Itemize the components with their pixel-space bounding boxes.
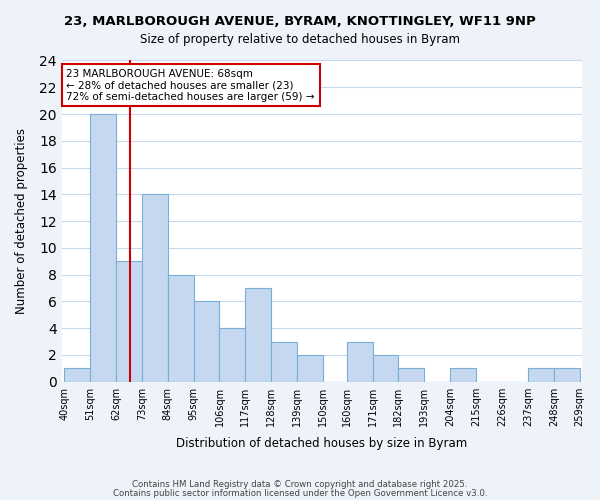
Bar bbox=[220, 328, 245, 382]
Bar bbox=[271, 342, 297, 382]
Bar bbox=[90, 114, 116, 382]
Text: 23 MARLBOROUGH AVENUE: 68sqm
← 28% of detached houses are smaller (23)
72% of se: 23 MARLBOROUGH AVENUE: 68sqm ← 28% of de… bbox=[67, 68, 315, 102]
Bar bbox=[245, 288, 271, 382]
Bar bbox=[116, 261, 142, 382]
Text: Size of property relative to detached houses in Byram: Size of property relative to detached ho… bbox=[140, 32, 460, 46]
Bar bbox=[297, 355, 323, 382]
Y-axis label: Number of detached properties: Number of detached properties bbox=[15, 128, 28, 314]
Bar bbox=[142, 194, 167, 382]
Bar bbox=[450, 368, 476, 382]
Bar bbox=[347, 342, 373, 382]
Text: 23, MARLBOROUGH AVENUE, BYRAM, KNOTTINGLEY, WF11 9NP: 23, MARLBOROUGH AVENUE, BYRAM, KNOTTINGL… bbox=[64, 15, 536, 28]
Bar bbox=[167, 274, 194, 382]
Text: Contains HM Land Registry data © Crown copyright and database right 2025.: Contains HM Land Registry data © Crown c… bbox=[132, 480, 468, 489]
Bar bbox=[194, 302, 220, 382]
Bar bbox=[64, 368, 90, 382]
X-axis label: Distribution of detached houses by size in Byram: Distribution of detached houses by size … bbox=[176, 437, 467, 450]
Bar bbox=[528, 368, 554, 382]
Bar bbox=[398, 368, 424, 382]
Text: Contains public sector information licensed under the Open Government Licence v3: Contains public sector information licen… bbox=[113, 488, 487, 498]
Bar bbox=[554, 368, 580, 382]
Bar bbox=[373, 355, 398, 382]
